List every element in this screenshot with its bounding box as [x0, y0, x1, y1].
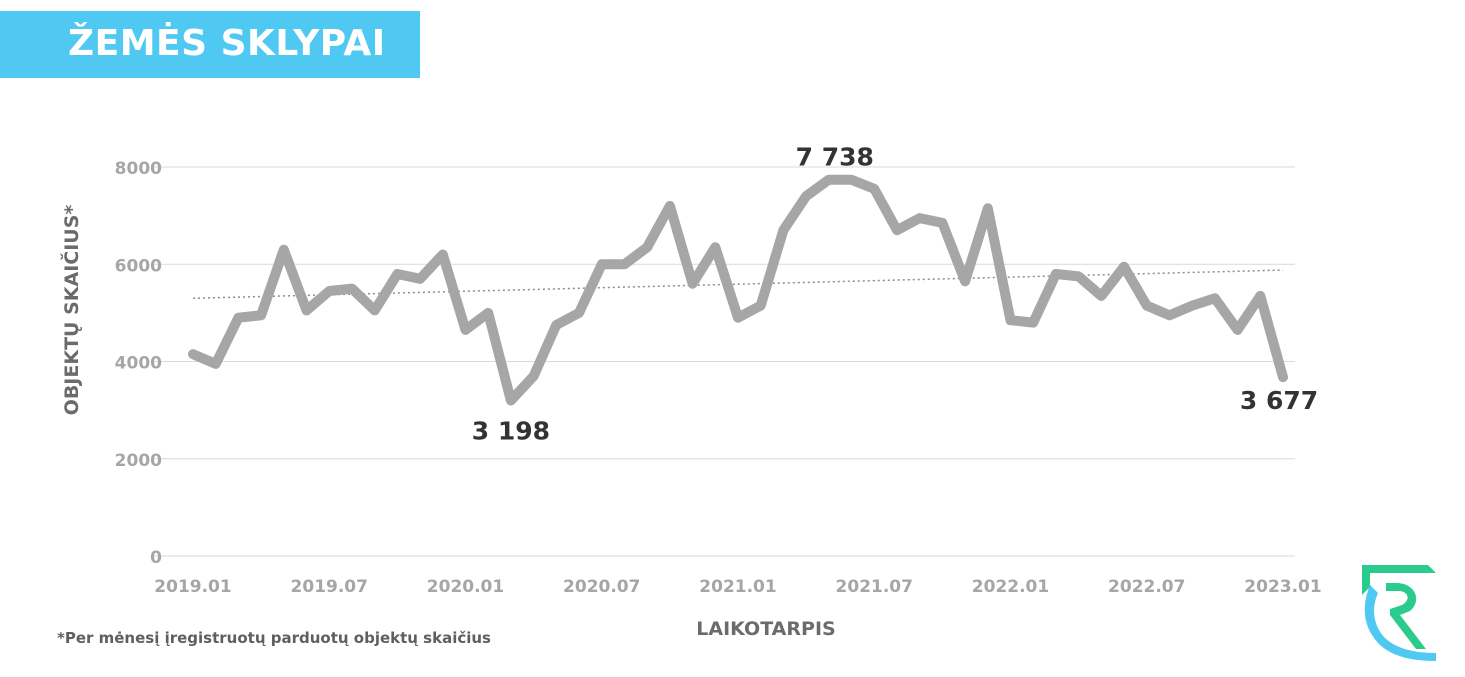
x-tick-label: 2021.01: [699, 577, 776, 597]
x-tick-label: 2019.07: [291, 577, 368, 597]
page-title: ŽEMĖS SKLYPAI: [68, 23, 386, 64]
series-line: [188, 174, 1288, 406]
x-tick-label: 2020.07: [563, 577, 640, 597]
x-tick-label: 2022.07: [1108, 577, 1185, 597]
title-banner: ŽEMĖS SKLYPAI: [0, 11, 420, 78]
x-tick-label: 2020.01: [427, 577, 504, 597]
y-tick-label: 0: [150, 548, 162, 568]
x-tick-label: 2019.01: [154, 577, 231, 597]
y-axis-label: OBJEKTŲ SKAIČIUS*: [61, 204, 83, 416]
data-label: 7 738: [796, 143, 874, 172]
x-tick-label: 2023.01: [1244, 577, 1321, 597]
y-tick-label: 4000: [115, 354, 162, 374]
y-tick-label: 6000: [115, 256, 162, 276]
trendline: [192, 269, 1284, 300]
x-axis-label: LAIKOTARPIS: [696, 618, 836, 640]
footnote: *Per mėnesį įregistruotų parduotų objekt…: [57, 629, 491, 647]
rc-logo-icon: [1362, 565, 1436, 661]
y-tick-label: 2000: [115, 451, 162, 471]
x-tick-label: 2021.07: [836, 577, 913, 597]
data-label: 3 677: [1240, 386, 1318, 415]
y-tick-label: 8000: [115, 159, 162, 179]
data-label: 3 198: [472, 416, 550, 445]
x-tick-label: 2022.01: [972, 577, 1049, 597]
